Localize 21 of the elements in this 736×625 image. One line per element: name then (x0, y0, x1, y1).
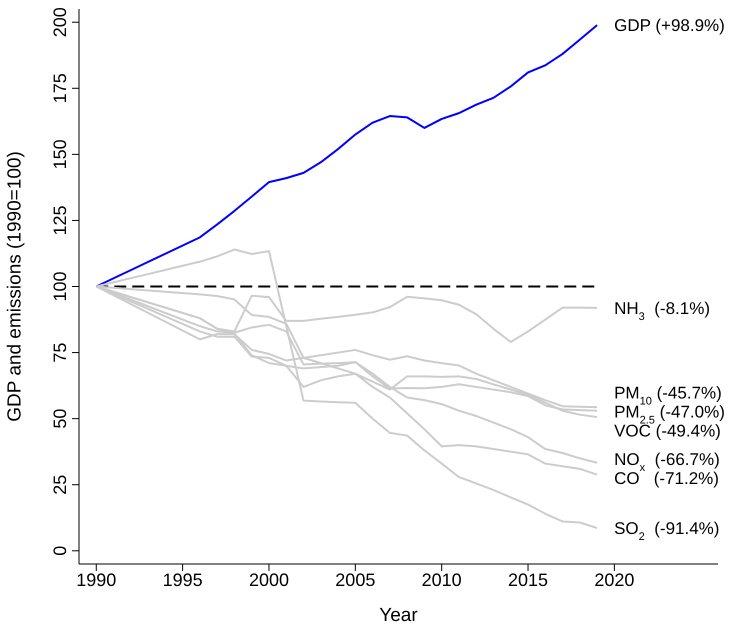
y-tick-label: 200 (50, 7, 70, 38)
series-label: SO$_{2}$ (-91.4%) (614, 519, 720, 544)
x-tick-label: 1990 (76, 570, 116, 590)
x-tick-label: 2015 (508, 570, 548, 590)
y-tick-label: 150 (50, 139, 70, 170)
series-label: GDP (+98.9%) (614, 16, 725, 36)
y-tick-label: 175 (50, 73, 70, 104)
y-tick-label: 100 (50, 271, 70, 302)
series-label: NH$_{3}$ (-8.1%) (614, 298, 710, 323)
x-axis-title: Year (379, 605, 418, 625)
y-tick-label: 125 (50, 205, 70, 236)
x-tick-label: 2000 (248, 570, 289, 590)
x-tick-label: 2005 (335, 570, 376, 590)
x-tick-label: 2020 (594, 570, 634, 590)
x-tick-label: 1995 (162, 570, 203, 590)
x-tick-label: 2010 (422, 570, 462, 590)
y-axis-title: GDP and emissions (1990=100) (4, 151, 26, 422)
y-tick-label: 50 (50, 408, 70, 429)
y-tick-label: 25 (50, 474, 70, 495)
y-tick-label: 0 (50, 546, 70, 556)
y-tick-label: 75 (50, 342, 70, 363)
